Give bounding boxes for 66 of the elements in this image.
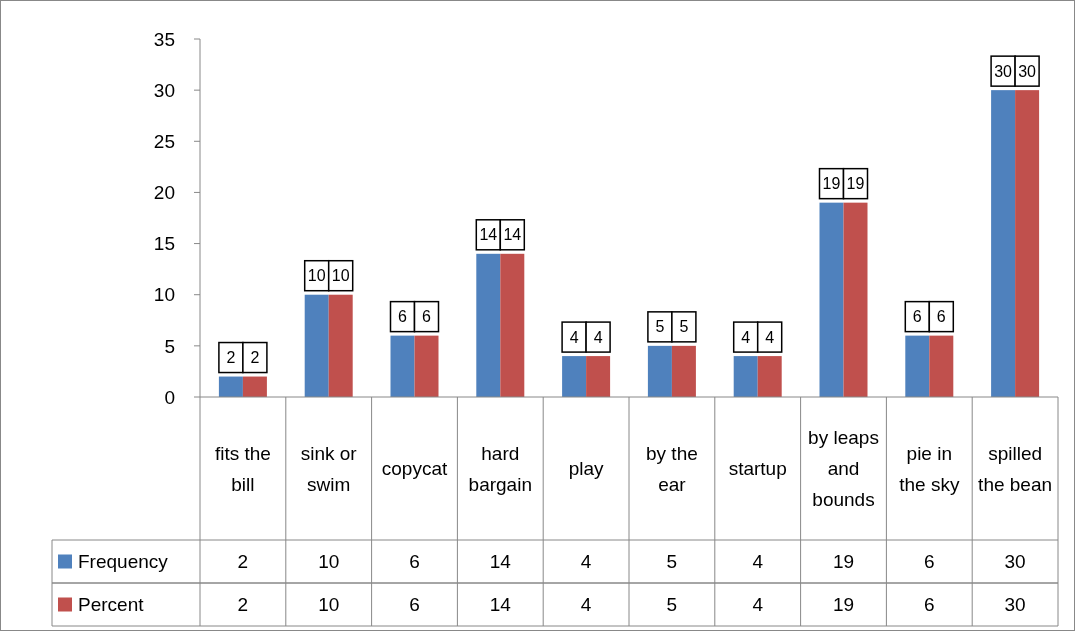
text: 10: [318, 594, 340, 616]
text: 14: [489, 594, 512, 616]
data-label: 6: [422, 308, 432, 326]
text: 19: [832, 551, 855, 573]
data-label: 4: [593, 328, 603, 346]
bar: [991, 90, 1016, 397]
data-label: 5: [655, 318, 665, 336]
data-label: 4: [569, 328, 579, 346]
y-tick-label: 10: [153, 284, 175, 306]
y-tick-label: 30: [153, 79, 175, 101]
x-tick-label: by the ear: [646, 442, 698, 495]
text: 5: [666, 594, 678, 616]
x-tick-label: by leaps and bounds: [808, 427, 879, 511]
bar: [562, 356, 587, 397]
y-tick-label: 35: [153, 28, 175, 50]
data-label: 30: [1018, 62, 1037, 80]
data-label: 30: [994, 62, 1013, 80]
text: 4: [580, 594, 592, 616]
data-label: 10: [307, 267, 326, 285]
bar: [1015, 90, 1040, 397]
y-tick-label: 15: [153, 233, 175, 255]
data-label: 6: [912, 308, 922, 326]
bar: [733, 356, 758, 397]
x-tick-label: fits the bill: [214, 442, 271, 495]
text: 6: [409, 551, 420, 573]
text: 30: [1004, 594, 1026, 616]
text: 2: [237, 594, 249, 616]
bar: [586, 356, 611, 397]
data-label: 14: [479, 226, 498, 244]
text: 14: [489, 551, 512, 573]
data-label: 2: [226, 349, 236, 367]
x-tick-label: spilled the bean: [978, 442, 1053, 495]
y-tick-label: 20: [153, 182, 175, 204]
y-tick-label: 25: [153, 130, 175, 152]
data-label: 6: [398, 308, 408, 326]
text: 4: [752, 551, 764, 573]
text: 5: [666, 551, 678, 573]
x-tick-label: startup: [728, 458, 787, 480]
text: 30: [1004, 551, 1026, 573]
data-label: 5: [679, 318, 689, 336]
data-label: 14: [503, 226, 522, 244]
text: 2: [237, 551, 249, 573]
text: 4: [752, 594, 764, 616]
data-label: 4: [741, 328, 751, 346]
text: 6: [924, 594, 935, 616]
bar: [757, 356, 782, 397]
y-tick-label: 0: [164, 386, 175, 408]
x-tick-label: copycat: [381, 458, 448, 480]
text: 6: [924, 551, 935, 573]
data-label: 4: [765, 328, 775, 346]
x-tick-label: sink or swim: [300, 442, 358, 495]
x-tick-label: play: [568, 458, 605, 480]
data-label: 19: [822, 175, 841, 193]
text: 4: [580, 551, 592, 573]
legend-label: Frequency: [78, 551, 169, 573]
legend-label: Percent: [78, 594, 145, 616]
data-label: 2: [250, 349, 260, 367]
data-label: 19: [846, 175, 865, 193]
text: 10: [318, 551, 340, 573]
x-tick-label: pie in the sky: [899, 442, 960, 495]
text: 6: [409, 594, 420, 616]
data-label: 6: [936, 308, 946, 326]
x-tick-label: hard bargain: [468, 442, 532, 495]
data-label: 10: [331, 267, 350, 285]
text: 19: [832, 594, 855, 616]
y-tick-label: 5: [164, 335, 175, 357]
